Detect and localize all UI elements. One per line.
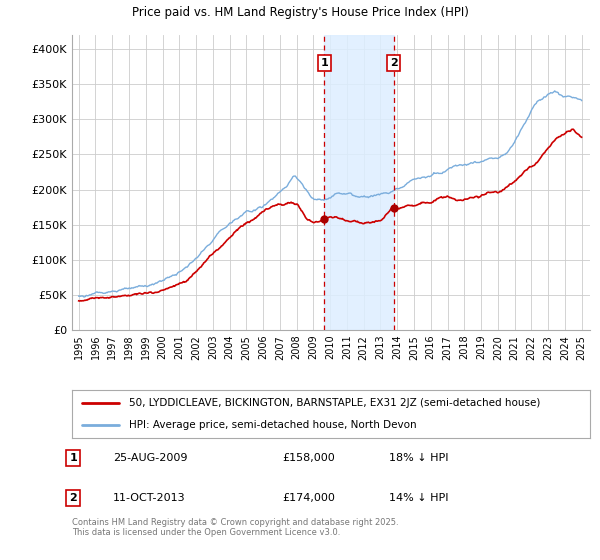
Text: 18% ↓ HPI: 18% ↓ HPI [389, 453, 448, 463]
Text: 50, LYDDICLEAVE, BICKINGTON, BARNSTAPLE, EX31 2JZ (semi-detached house): 50, LYDDICLEAVE, BICKINGTON, BARNSTAPLE,… [129, 399, 541, 408]
Text: 2: 2 [70, 493, 77, 503]
Text: 1: 1 [320, 58, 328, 68]
Text: £158,000: £158,000 [283, 453, 335, 463]
Text: 11-OCT-2013: 11-OCT-2013 [113, 493, 185, 503]
Bar [324, 35, 394, 330]
Text: Price paid vs. HM Land Registry's House Price Index (HPI): Price paid vs. HM Land Registry's House … [131, 6, 469, 19]
Text: 25-AUG-2009: 25-AUG-2009 [113, 453, 187, 463]
Text: 1: 1 [70, 453, 77, 463]
Text: 14% ↓ HPI: 14% ↓ HPI [389, 493, 448, 503]
Text: Contains HM Land Registry data © Crown copyright and database right 2025.
This d: Contains HM Land Registry data © Crown c… [72, 518, 398, 538]
Text: 2: 2 [389, 58, 397, 68]
Text: HPI: Average price, semi-detached house, North Devon: HPI: Average price, semi-detached house,… [129, 419, 416, 430]
Text: £174,000: £174,000 [283, 493, 335, 503]
